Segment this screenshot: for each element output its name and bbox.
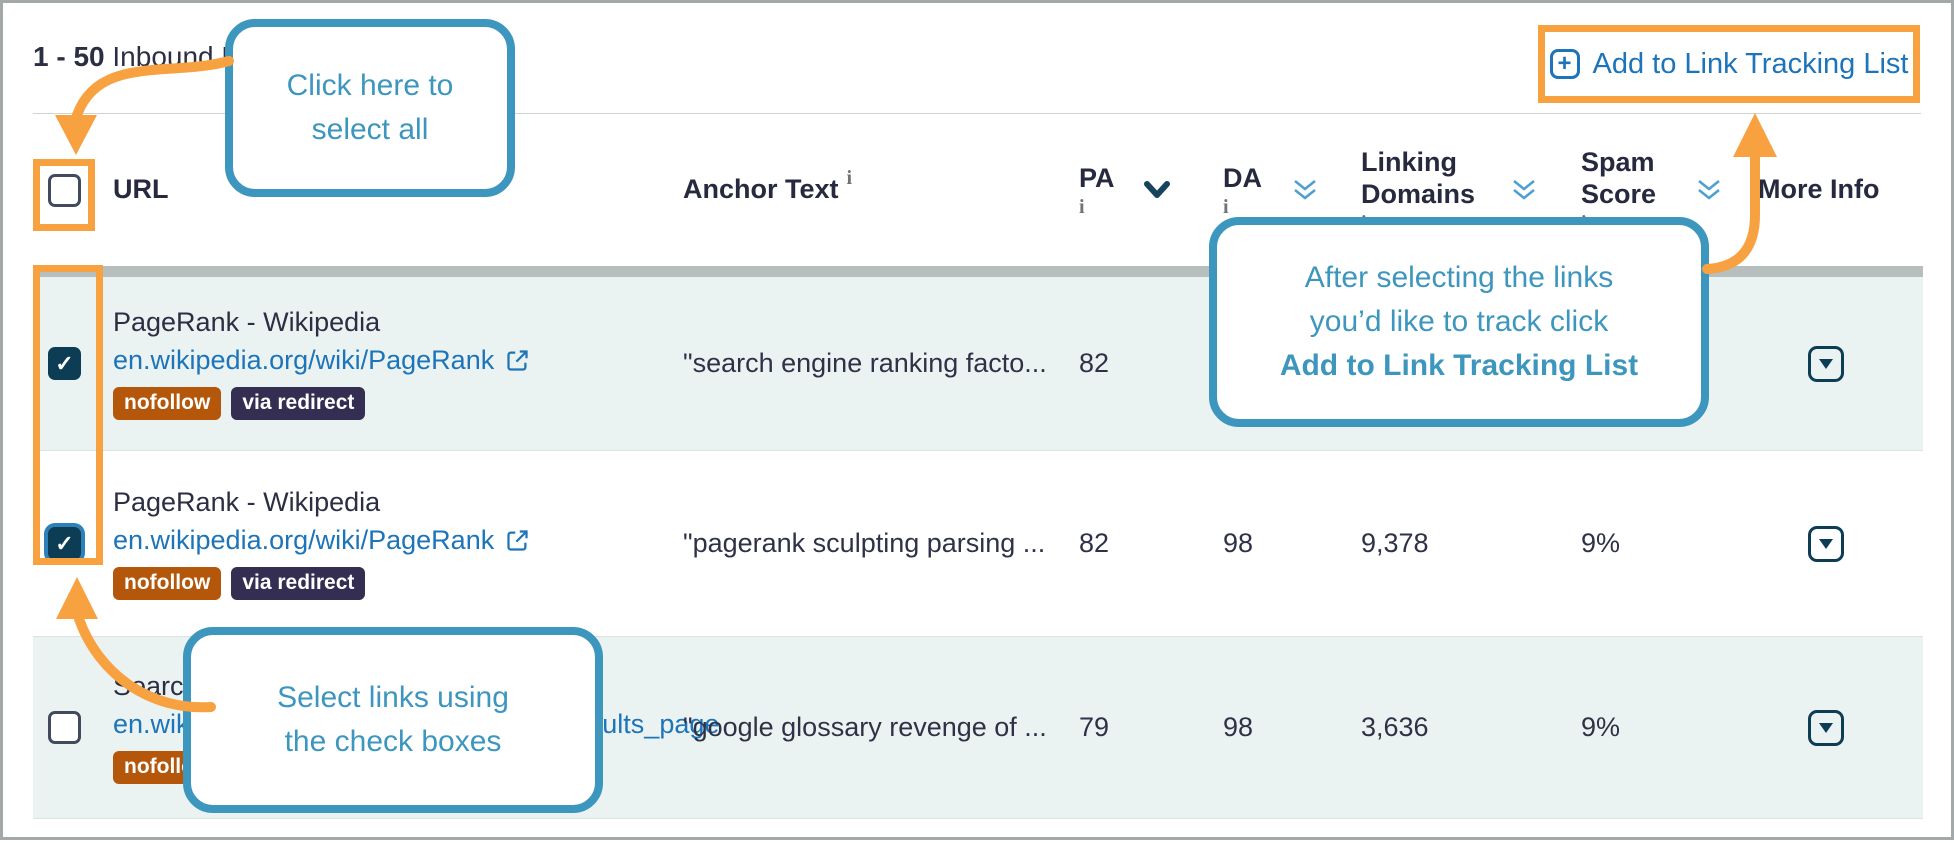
badge-via-redirect: via redirect bbox=[231, 386, 366, 421]
caret-down-icon bbox=[1819, 722, 1833, 733]
callout-text: select all bbox=[311, 113, 429, 146]
anchor-text-cell: "search engine ranking facto... bbox=[683, 348, 1047, 378]
select-all-checkbox[interactable] bbox=[48, 173, 81, 207]
callout-text-bold: Add to Link Tracking List bbox=[1279, 349, 1639, 382]
column-header-linking-domains: Linking Domains bbox=[1361, 147, 1476, 209]
plus-icon: + bbox=[1549, 49, 1580, 79]
info-icon[interactable]: i bbox=[1223, 196, 1229, 219]
column-header-pa: PA bbox=[1079, 162, 1115, 193]
sort-chevrons-icon[interactable] bbox=[1290, 178, 1320, 202]
more-info-button[interactable] bbox=[1808, 709, 1844, 746]
highlight-box-checkbox-column bbox=[33, 265, 103, 565]
callout-text: Click here to bbox=[286, 69, 454, 102]
link-url[interactable]: en.wikipedia.org/wiki/PageRank bbox=[113, 524, 495, 555]
da-value: 98 bbox=[1223, 712, 1254, 742]
caret-down-icon bbox=[1819, 358, 1833, 369]
linking-domains-value: 3,636 bbox=[1361, 712, 1429, 742]
callout-track: After selecting the links you’d like to … bbox=[1209, 217, 1709, 427]
caret-down-icon bbox=[1819, 538, 1833, 549]
badge-via-redirect: via redirect bbox=[231, 566, 366, 601]
column-header-url: URL bbox=[113, 174, 169, 205]
sort-chevrons-icon[interactable] bbox=[1509, 178, 1539, 202]
badge-nofollow: nofollow bbox=[113, 566, 222, 601]
info-icon[interactable]: i bbox=[1079, 196, 1085, 219]
check-icon: ✓ bbox=[55, 350, 74, 376]
row-checkbox[interactable]: ✓ bbox=[48, 347, 81, 380]
spam-score-value: 9% bbox=[1581, 528, 1621, 558]
linking-domains-value: 9,378 bbox=[1361, 528, 1429, 558]
column-header-da: DA bbox=[1223, 162, 1262, 193]
anchor-text-cell: "pagerank sculpting parsing ... bbox=[683, 528, 1046, 558]
callout-text: you’d like to track click bbox=[1309, 305, 1609, 338]
table-top-band bbox=[33, 266, 1923, 277]
spam-score-value: 9% bbox=[1581, 712, 1621, 742]
more-info-button[interactable] bbox=[1808, 525, 1844, 562]
sort-desc-icon[interactable] bbox=[1141, 180, 1173, 200]
highlight-box-select-all bbox=[33, 159, 95, 231]
callout-select-all: Click here to select all bbox=[225, 19, 515, 197]
pa-value: 82 bbox=[1079, 528, 1110, 558]
more-info-button[interactable] bbox=[1808, 345, 1844, 382]
row-checkbox[interactable] bbox=[48, 711, 81, 744]
highlight-box-add-button: + Add to Link Tracking List bbox=[1538, 25, 1920, 103]
column-header-more-info: More Info bbox=[1758, 174, 1880, 205]
callout-text: the check boxes bbox=[284, 725, 502, 758]
anchor-text-cell: "google glossary revenge of ... bbox=[683, 712, 1047, 742]
header-divider bbox=[33, 113, 1921, 114]
result-range: 1 - 50 bbox=[33, 41, 105, 72]
link-title: PageRank - Wikipedia bbox=[113, 306, 381, 337]
pa-value: 79 bbox=[1079, 712, 1110, 742]
column-header-anchor-text: Anchor Text bbox=[683, 174, 839, 205]
add-to-link-tracking-button[interactable]: + Add to Link Tracking List bbox=[1549, 47, 1909, 81]
callout-checkboxes: Select links using the check boxes bbox=[183, 627, 603, 813]
da-value: 98 bbox=[1223, 528, 1254, 558]
external-link-icon[interactable] bbox=[504, 347, 531, 374]
callout-text: Select links using bbox=[277, 681, 509, 714]
info-icon[interactable]: i bbox=[846, 167, 853, 190]
table-row: ✓ PageRank - Wikipedia en.wikipedia.org/… bbox=[33, 451, 1923, 637]
add-to-link-tracking-label: Add to Link Tracking List bbox=[1592, 47, 1909, 80]
sort-chevrons-icon[interactable] bbox=[1694, 178, 1724, 202]
link-url[interactable]: en.wikipedia.org/wiki/PageRank bbox=[113, 344, 495, 375]
check-icon: ✓ bbox=[55, 530, 74, 556]
link-title: PageRank - Wikipedia bbox=[113, 486, 381, 517]
pa-value: 82 bbox=[1079, 348, 1110, 378]
column-header-spam-score: Spam Score bbox=[1581, 147, 1657, 209]
badge-nofollow: nofollow bbox=[113, 386, 222, 421]
callout-text: After selecting the links bbox=[1304, 261, 1614, 294]
external-link-icon[interactable] bbox=[504, 527, 531, 554]
